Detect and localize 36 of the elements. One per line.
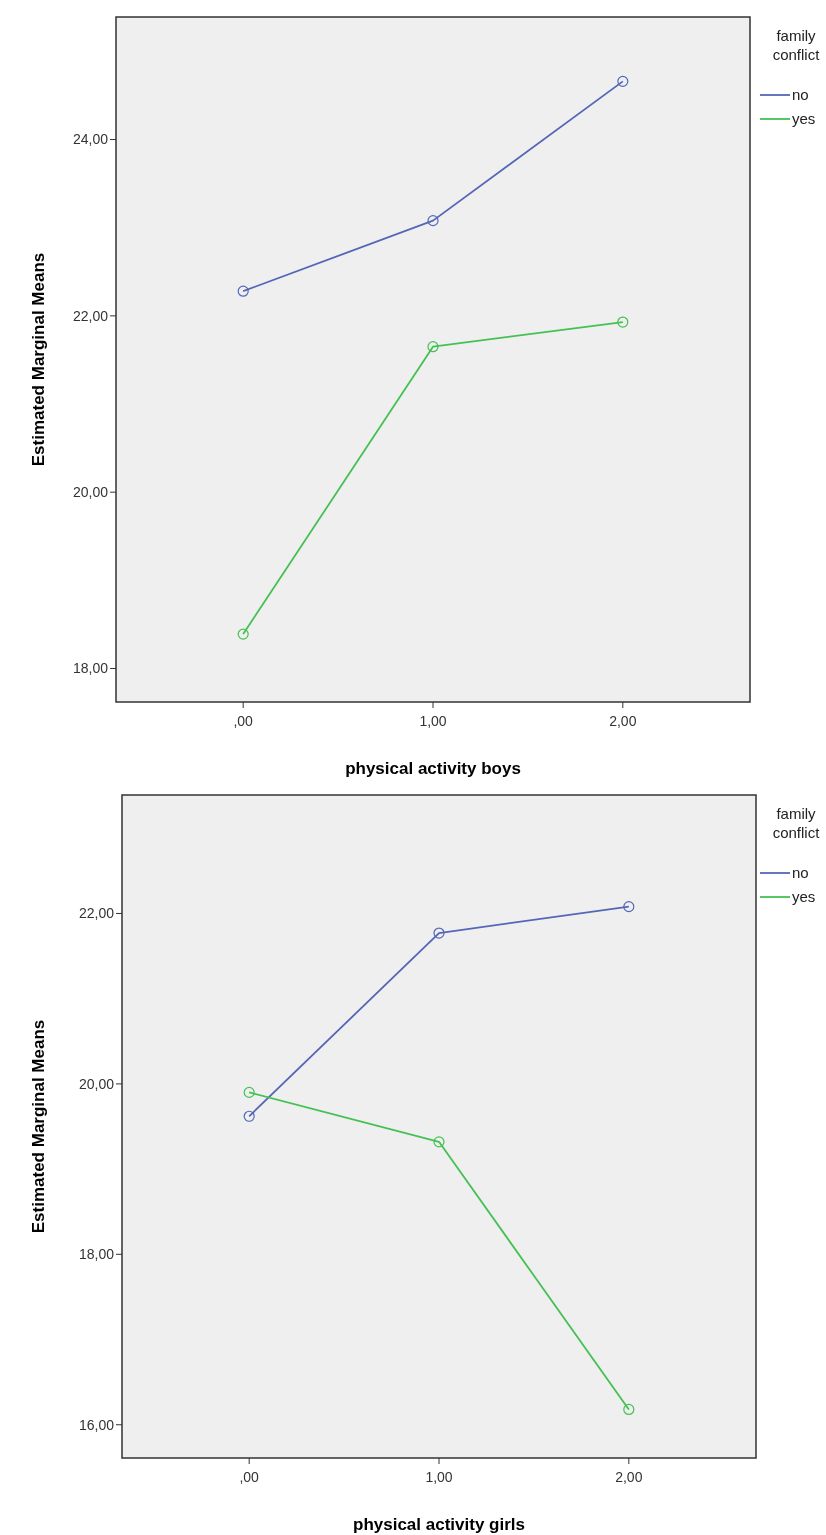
point [243,1086,255,1099]
point [617,75,629,87]
y-tick-label: 18,00 [72,660,109,677]
point [433,1136,445,1148]
point [237,628,249,640]
y-axis-title: Estimated Marginal Means [29,252,48,467]
y-tick-label: 22,00 [72,307,109,324]
x-tick-label: 2,00 [615,1469,643,1485]
y-tick-label: 18,00 [78,1246,115,1263]
x-axis-title: physical activity boys [345,759,521,778]
x-tick-label: ,00 [239,1469,260,1485]
y-axis-title: Estimated Marginal Means [29,1019,48,1234]
y-tick-label: 20,00 [78,1075,115,1092]
legend-label: yes [792,888,816,906]
x-tick-label: ,00 [233,713,254,729]
y-tick-label: 22,00 [78,905,115,922]
legend-title: family conflict [772,805,821,841]
legend-title: family conflict [772,27,821,63]
x-axis-title: physical activity girls [353,1515,525,1534]
x-tick-label: 1,00 [419,713,447,729]
point [427,215,439,227]
point [623,1403,635,1416]
legend-label: no [792,86,809,104]
y-tick-label: 20,00 [72,484,109,501]
x-tick-label: 1,00 [425,1469,453,1485]
point [243,1110,255,1122]
point [427,341,439,353]
point [623,901,635,913]
point [433,927,445,939]
x-tick-label: 2,00 [609,713,637,729]
point [617,316,629,328]
legend-label: yes [792,110,816,128]
y-tick-label: 24,00 [72,131,109,148]
legend-label: no [792,864,809,882]
point [237,285,249,297]
y-tick-label: 16,00 [78,1416,115,1433]
